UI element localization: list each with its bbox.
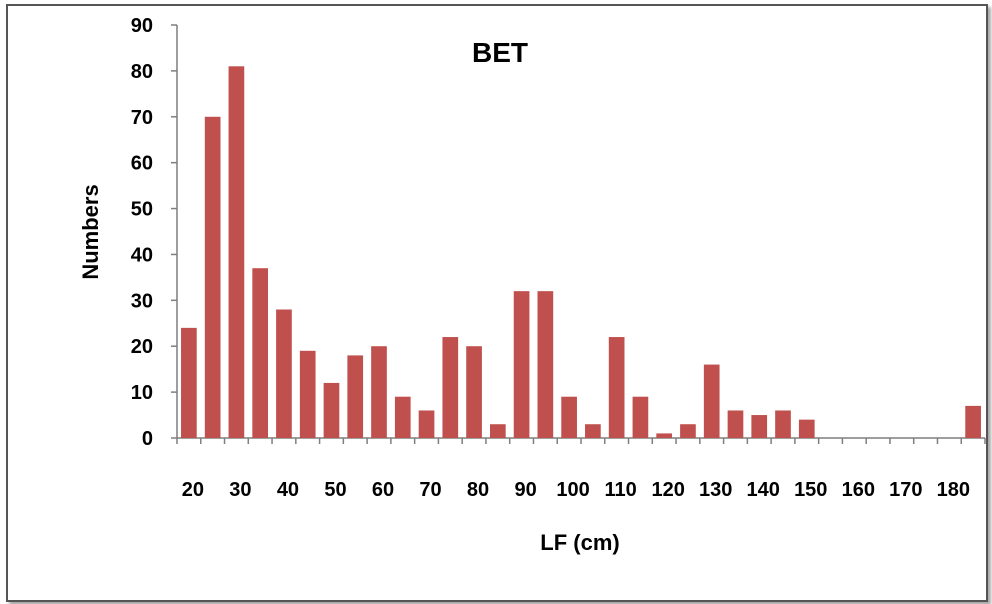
x-tick-label: 30	[229, 479, 251, 501]
x-tick-label: 80	[467, 479, 489, 501]
bar	[609, 337, 625, 438]
bar	[561, 397, 577, 438]
bar	[775, 410, 791, 438]
x-tick-label: 120	[651, 479, 684, 501]
x-axis: 20 30 40 50 60 70 80 90 100 110 120 130 140 150 160 170…	[177, 438, 985, 501]
bars	[181, 66, 981, 438]
bar	[799, 420, 815, 438]
y-tick-label: 90	[131, 15, 153, 37]
bar	[276, 310, 292, 438]
bar	[538, 291, 554, 438]
x-tick-label: 180	[937, 479, 970, 501]
x-tick-label: 70	[419, 479, 441, 501]
y-tick-label: 0	[142, 428, 153, 450]
y-tick-label: 20	[131, 336, 153, 358]
bar	[229, 66, 245, 438]
bar	[419, 410, 435, 438]
bar	[252, 268, 268, 438]
x-axis-title: LF (cm)	[540, 530, 619, 555]
bar	[680, 424, 696, 438]
bar	[371, 346, 387, 438]
y-tick-label: 40	[131, 244, 153, 266]
y-axis: 0 10 20 30 40 50 60 70 80 90	[131, 15, 177, 450]
bar	[585, 424, 601, 438]
bar	[965, 406, 981, 438]
y-tick-label: 60	[131, 153, 153, 175]
bar	[633, 397, 649, 438]
y-tick-label: 50	[131, 199, 153, 221]
x-tick-label: 170	[889, 479, 922, 501]
y-axis-title: Numbers	[78, 184, 103, 279]
bar	[656, 433, 672, 438]
bar	[728, 410, 744, 438]
x-tick-label: 130	[699, 479, 732, 501]
bar	[490, 424, 506, 438]
bar	[347, 355, 363, 438]
y-tick-label: 30	[131, 290, 153, 312]
x-tick-label: 140	[747, 479, 780, 501]
bar	[300, 351, 316, 438]
x-tick-label: 50	[324, 479, 346, 501]
x-tick-label: 90	[514, 479, 536, 501]
bar	[395, 397, 411, 438]
x-tick-label: 100	[556, 479, 589, 501]
bar	[442, 337, 458, 438]
chart-title: BET	[472, 37, 528, 68]
x-tick-label: 160	[842, 479, 875, 501]
y-tick-label: 70	[131, 107, 153, 129]
y-tick-label: 10	[131, 382, 153, 404]
x-tick-label: 150	[794, 479, 827, 501]
bar	[751, 415, 767, 438]
x-tick-label: 110	[605, 479, 637, 501]
bar	[514, 291, 530, 438]
y-tick-label: 80	[131, 61, 153, 83]
bar	[181, 328, 197, 438]
bar	[466, 346, 482, 438]
x-tick-label: 20	[182, 479, 204, 501]
bar	[205, 117, 221, 438]
x-tick-label: 60	[372, 479, 394, 501]
x-tick-label: 40	[277, 479, 299, 501]
bar	[324, 383, 340, 438]
bar	[704, 365, 720, 438]
